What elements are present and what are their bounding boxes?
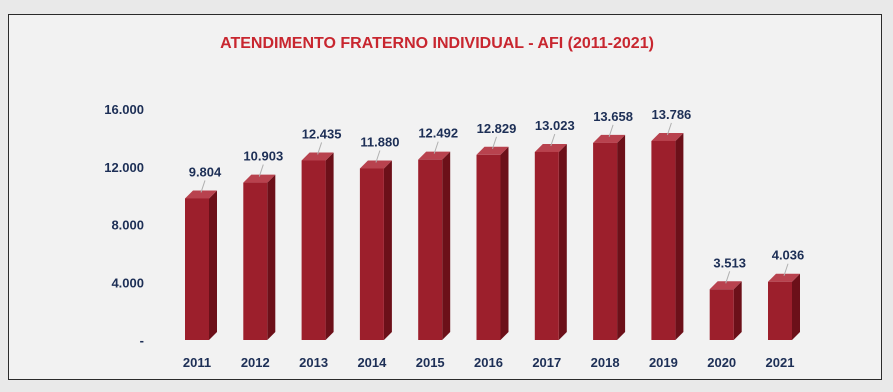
y-tick-label: 4.000 bbox=[111, 275, 144, 290]
bar bbox=[534, 143, 567, 340]
value-leader-line bbox=[666, 122, 672, 136]
value-label: 11.880 bbox=[360, 134, 399, 149]
bar-front bbox=[418, 159, 443, 340]
bar-top bbox=[243, 174, 276, 183]
bar-front bbox=[709, 289, 734, 340]
value-label: 13.786 bbox=[652, 107, 692, 122]
x-tick-label: 2015 bbox=[416, 355, 445, 370]
x-tick-label: 2021 bbox=[766, 355, 795, 370]
bar-side bbox=[500, 146, 509, 340]
value-leader-line bbox=[200, 180, 206, 193]
value-label: 10.903 bbox=[243, 149, 283, 164]
bar-side bbox=[383, 160, 392, 340]
bar-side bbox=[675, 132, 684, 340]
bar bbox=[185, 190, 217, 340]
value-leader-line bbox=[783, 263, 789, 276]
bar-side bbox=[325, 152, 334, 340]
y-tick-label: - bbox=[140, 333, 144, 348]
x-tick-label: 2019 bbox=[649, 355, 678, 370]
x-tick-label: 2016 bbox=[474, 355, 503, 370]
bar bbox=[593, 134, 626, 340]
x-tick-label: 2013 bbox=[299, 355, 328, 370]
bar-top bbox=[359, 160, 392, 169]
bar bbox=[709, 281, 742, 340]
bar-side bbox=[792, 273, 800, 340]
bar bbox=[418, 151, 451, 340]
y-tick-label: 8.000 bbox=[111, 218, 144, 233]
y-axis-ticks: - 4.000 8.000 12.000 16.000 bbox=[104, 102, 144, 348]
value-label: 3.513 bbox=[713, 255, 746, 270]
value-leader-line bbox=[375, 150, 381, 163]
value-label: 4.036 bbox=[772, 248, 805, 263]
x-axis-ticks: 2011 2012 2013 2014 2015 2016 2017 2018 2019 2020… bbox=[183, 355, 795, 370]
bar bbox=[651, 132, 684, 340]
bar-top bbox=[768, 273, 800, 282]
x-tick-label: 2018 bbox=[591, 355, 620, 370]
y-tick-label: 16.000 bbox=[104, 102, 144, 117]
bar-top bbox=[476, 146, 509, 155]
bar-side bbox=[267, 174, 276, 340]
bar-front bbox=[651, 140, 676, 340]
bar-side bbox=[442, 151, 451, 340]
value-leader-line bbox=[317, 142, 323, 155]
bar-front bbox=[243, 182, 268, 340]
value-label: 12.829 bbox=[477, 121, 517, 136]
bar-front bbox=[301, 160, 326, 340]
bar bbox=[359, 160, 392, 340]
value-label: 12.492 bbox=[418, 126, 458, 141]
bar-side bbox=[733, 281, 742, 340]
bar-front bbox=[476, 154, 501, 340]
value-leader-line bbox=[258, 164, 264, 177]
bar-top bbox=[651, 132, 684, 141]
bar bbox=[243, 174, 276, 340]
chart-frame: ATENDIMENTO FRATERNO INDIVIDUAL - AFI (2… bbox=[8, 14, 882, 380]
value-leader-line bbox=[492, 136, 497, 149]
value-leader-line bbox=[433, 141, 439, 154]
bar-side bbox=[558, 143, 567, 340]
bar-front bbox=[593, 142, 618, 340]
x-tick-label: 2011 bbox=[183, 355, 211, 370]
bar bbox=[476, 146, 509, 340]
x-tick-label: 2014 bbox=[357, 355, 387, 370]
bar-top bbox=[593, 134, 626, 143]
x-tick-label: 2020 bbox=[707, 355, 736, 370]
value-leader-line bbox=[725, 271, 731, 284]
bar-front bbox=[359, 168, 384, 340]
bar-front bbox=[185, 198, 209, 340]
value-leader-line bbox=[550, 133, 556, 147]
value-label: 13.658 bbox=[593, 109, 633, 124]
bars bbox=[185, 132, 800, 340]
value-label: 9.804 bbox=[189, 164, 222, 179]
bar bbox=[768, 273, 800, 340]
bar-top bbox=[301, 152, 334, 161]
bar-side bbox=[617, 134, 626, 340]
bar-side bbox=[209, 190, 217, 340]
x-tick-label: 2017 bbox=[532, 355, 561, 370]
chart-title: ATENDIMENTO FRATERNO INDIVIDUAL - AFI (2… bbox=[220, 35, 654, 52]
value-labels: 9.804 10.903 12.435 11.880 12.492 12.829 13.02… bbox=[189, 107, 805, 284]
value-label: 13.023 bbox=[535, 118, 575, 133]
bar-top bbox=[185, 190, 217, 199]
y-tick-label: 12.000 bbox=[104, 160, 144, 175]
bar-chart: ATENDIMENTO FRATERNO INDIVIDUAL - AFI (2… bbox=[104, 35, 805, 370]
bar-front bbox=[534, 151, 559, 340]
bar-front bbox=[768, 281, 792, 340]
value-leader-line bbox=[608, 124, 614, 137]
bar-top bbox=[709, 281, 742, 290]
bar-top bbox=[418, 151, 451, 160]
bar-top bbox=[534, 143, 567, 152]
value-label: 12.435 bbox=[302, 126, 342, 141]
bar bbox=[301, 152, 334, 340]
x-tick-label: 2012 bbox=[241, 355, 270, 370]
